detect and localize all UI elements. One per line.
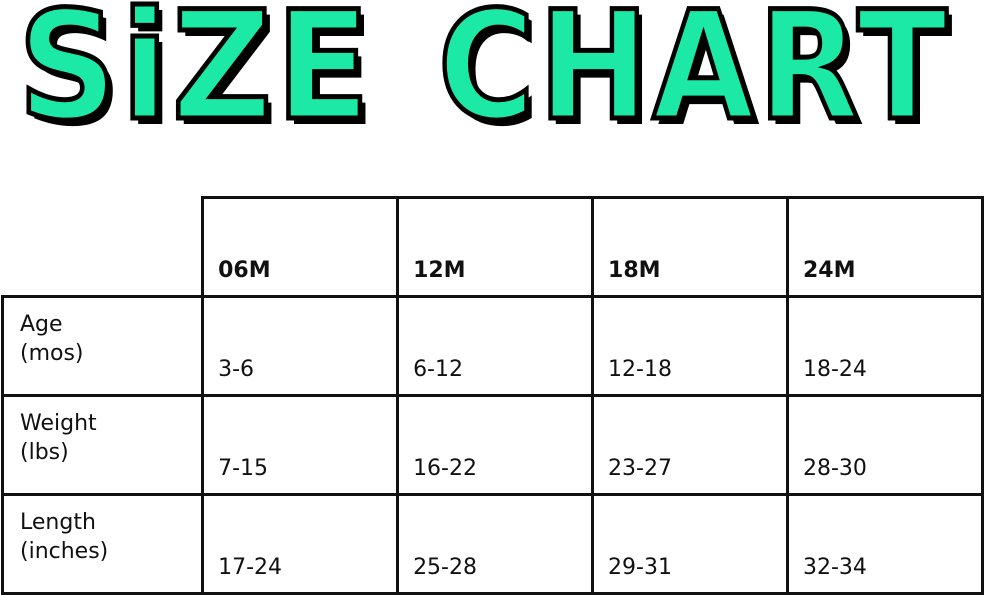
table-cell: 16-22 bbox=[396, 394, 595, 496]
table-row: Length (inches) 17-24 25-28 29-31 32-34 bbox=[0, 493, 984, 595]
title-size: SiZE bbox=[16, 0, 374, 154]
row-label: Age (mos) bbox=[0, 295, 205, 397]
table-row: Weight (lbs) 7-15 16-22 23-27 28-30 bbox=[0, 394, 984, 496]
row-label: Weight (lbs) bbox=[0, 394, 205, 496]
title-chart: CHART bbox=[436, 0, 951, 154]
table-cell: 29-31 bbox=[591, 493, 789, 595]
column-header: 24M bbox=[786, 196, 984, 298]
table-cell: 32-34 bbox=[786, 493, 984, 595]
column-header: 12M bbox=[396, 196, 595, 298]
table-cell: 23-27 bbox=[591, 394, 789, 496]
table-cell: 7-15 bbox=[201, 394, 400, 496]
table-cell: 17-24 bbox=[201, 493, 400, 595]
row-label-line2: (mos) bbox=[20, 341, 84, 366]
table-cell: 18-24 bbox=[786, 295, 984, 397]
table-row: Age (mos) 3-6 6-12 12-18 18-24 bbox=[0, 295, 984, 397]
table-cell: 3-6 bbox=[201, 295, 400, 397]
row-label-line2: (inches) bbox=[20, 539, 109, 564]
row-label-line1: Age bbox=[20, 312, 63, 337]
size-table: 06M 12M 18M 24M Age (mos) 3-6 6-12 12-18 … bbox=[0, 196, 984, 595]
column-header: 18M bbox=[591, 196, 789, 298]
table-cell: 28-30 bbox=[786, 394, 984, 496]
column-header: 06M bbox=[201, 196, 400, 298]
corner-cell bbox=[2, 197, 205, 298]
row-label-line1: Length bbox=[20, 510, 96, 535]
header-row: 06M 12M 18M 24M bbox=[2, 196, 984, 298]
row-label-line1: Weight bbox=[20, 411, 97, 436]
row-label-line2: (lbs) bbox=[20, 440, 69, 465]
row-label: Length (inches) bbox=[0, 493, 205, 595]
table-cell: 25-28 bbox=[396, 493, 595, 595]
table-cell: 6-12 bbox=[396, 295, 595, 397]
table-cell: 12-18 bbox=[591, 295, 789, 397]
